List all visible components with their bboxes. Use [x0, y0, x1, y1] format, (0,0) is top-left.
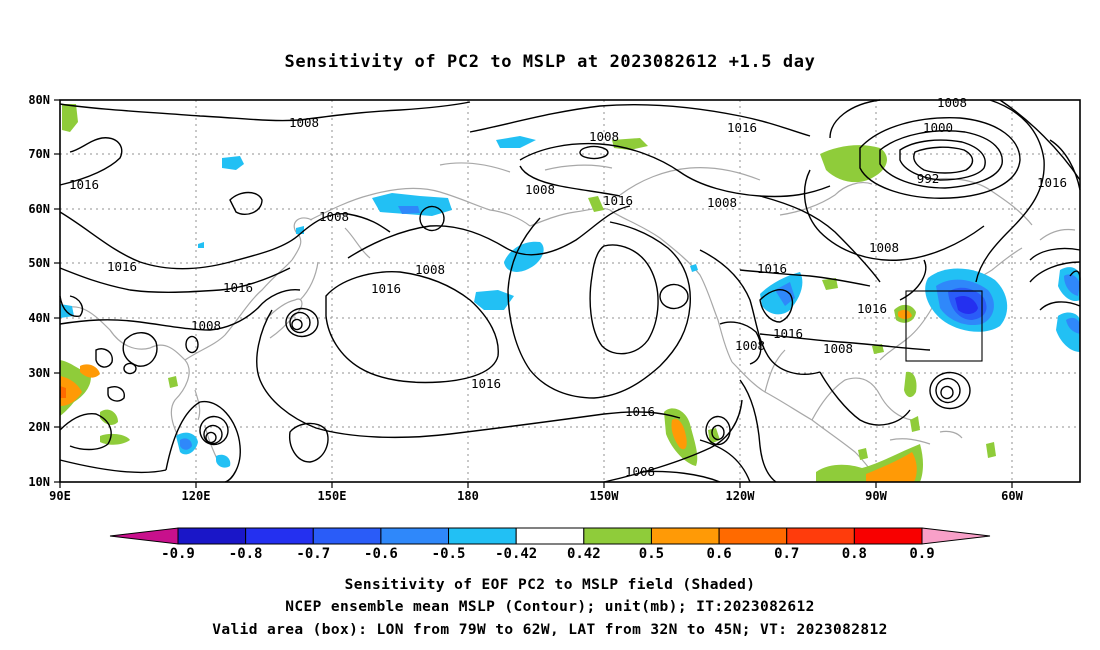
colorbar-cell	[177, 527, 247, 545]
map-panel: 1008 1016 1008 1008 1016 1016 1008 1016 …	[59, 95, 1081, 483]
colorbar-tick-label: -0.7	[296, 546, 330, 562]
colorbar: -0.9 -0.8 -0.7 -0.6 -0.5 -0.42 0.42 0.5 0.6 0.7 0.…	[109, 527, 991, 562]
contour-label: 1008	[289, 115, 319, 130]
colorbar-cell	[718, 527, 788, 545]
lat-tick-label: 30N	[28, 366, 50, 380]
lat-axis: 80N 70N 60N 50N 40N 30N 20N 10N	[28, 93, 60, 489]
colorbar-tick-label: -0.6	[364, 546, 398, 562]
colorbar-tick-label: -0.42	[495, 546, 537, 562]
lat-tick-label: 50N	[28, 256, 50, 270]
contour-label: 1016	[727, 120, 757, 135]
lat-tick-label: 80N	[28, 93, 50, 107]
contour-label: 1008	[415, 262, 445, 277]
colorbar-cell	[786, 527, 855, 545]
lat-tick-label: 20N	[28, 420, 50, 434]
gridlines	[60, 100, 1080, 482]
colorbar-tick-label: -0.8	[229, 546, 263, 562]
colorbar-tick-label: 0.42	[567, 546, 601, 562]
contour-label: 1008	[525, 182, 555, 197]
colorbar-tick-label: 0.8	[842, 546, 867, 562]
caption-line-1: Sensitivity of EOF PC2 to MSLP field (Sh…	[345, 577, 756, 593]
colorbar-tick-label: 0.7	[774, 546, 799, 562]
figure-title: Sensitivity of PC2 to MSLP at 2023082612…	[285, 52, 816, 72]
colorbar-tick-label: -0.5	[432, 546, 466, 562]
caption-line-3: Valid area (box): LON from 79W to 62W, L…	[212, 622, 888, 638]
lat-tick-label: 70N	[28, 147, 50, 161]
colorbar-cell	[312, 527, 382, 545]
mslp-contours	[59, 99, 1081, 483]
lon-tick-label: 120W	[726, 489, 756, 503]
contour-labels: 1008 1016 1008 1008 1016 1016 1008 1016 …	[69, 95, 1067, 479]
lon-tick-label: 150W	[590, 489, 620, 503]
contour-label: 1016	[107, 259, 137, 274]
colorbar-tick-label: 0.9	[909, 546, 934, 562]
lon-axis: 90E 120E 150E 180 150W 120W 90W 60W	[49, 482, 1024, 503]
contour-label: 1008	[823, 341, 853, 356]
contour-label: 1008	[707, 195, 737, 210]
colorbar-cell	[380, 527, 450, 545]
contour-label: 1008	[319, 209, 349, 224]
contour-label: 1016	[223, 280, 253, 295]
lon-tick-label: 120E	[182, 489, 211, 503]
colorbar-cell	[583, 527, 652, 545]
lon-tick-label: 150E	[318, 489, 347, 503]
colorbar-tick-label: 0.6	[706, 546, 731, 562]
colorbar-high-end	[921, 527, 991, 545]
colorbar-cell	[515, 527, 585, 545]
colorbar-cell	[448, 527, 517, 545]
contour-label: 1016	[603, 193, 633, 208]
contour-label: 1008	[191, 318, 221, 333]
colorbar-tick-label: -0.9	[161, 546, 195, 562]
contour-label: 1016	[69, 177, 99, 192]
colorbar-cell	[853, 527, 923, 545]
contour-label: 1016	[757, 261, 787, 276]
contour-label: 1008	[937, 95, 967, 110]
contour-label: 1016	[471, 376, 501, 391]
lon-tick-label: 90W	[865, 489, 887, 503]
colorbar-tick-label: 0.5	[639, 546, 664, 562]
lat-tick-label: 60N	[28, 202, 50, 216]
contour-label: 1008	[589, 129, 619, 144]
caption-line-2: NCEP ensemble mean MSLP (Contour); unit(…	[285, 599, 815, 615]
lon-tick-label: 60W	[1001, 489, 1023, 503]
contour-label: 1008	[869, 240, 899, 255]
lat-tick-label: 40N	[28, 311, 50, 325]
contour-label: 1016	[371, 281, 401, 296]
colorbar-cell	[650, 527, 720, 545]
contour-label: 1016	[1037, 175, 1067, 190]
contour-label: 992	[917, 171, 940, 186]
lon-tick-label: 90E	[49, 489, 71, 503]
contour-label: 1008	[735, 338, 765, 353]
colorbar-low-end	[109, 527, 179, 545]
map-frame	[59, 99, 1081, 483]
lon-tick-label: 180	[457, 489, 479, 503]
contour-label: 1016	[857, 301, 887, 316]
contour-label: 1008	[625, 464, 655, 479]
contour-label: 1016	[625, 404, 655, 419]
contour-label: 1000	[923, 120, 953, 135]
contour-label: 1016	[773, 326, 803, 341]
lat-tick-label: 10N	[28, 475, 50, 489]
valid-area-box	[905, 290, 983, 362]
colorbar-cell	[245, 527, 314, 545]
